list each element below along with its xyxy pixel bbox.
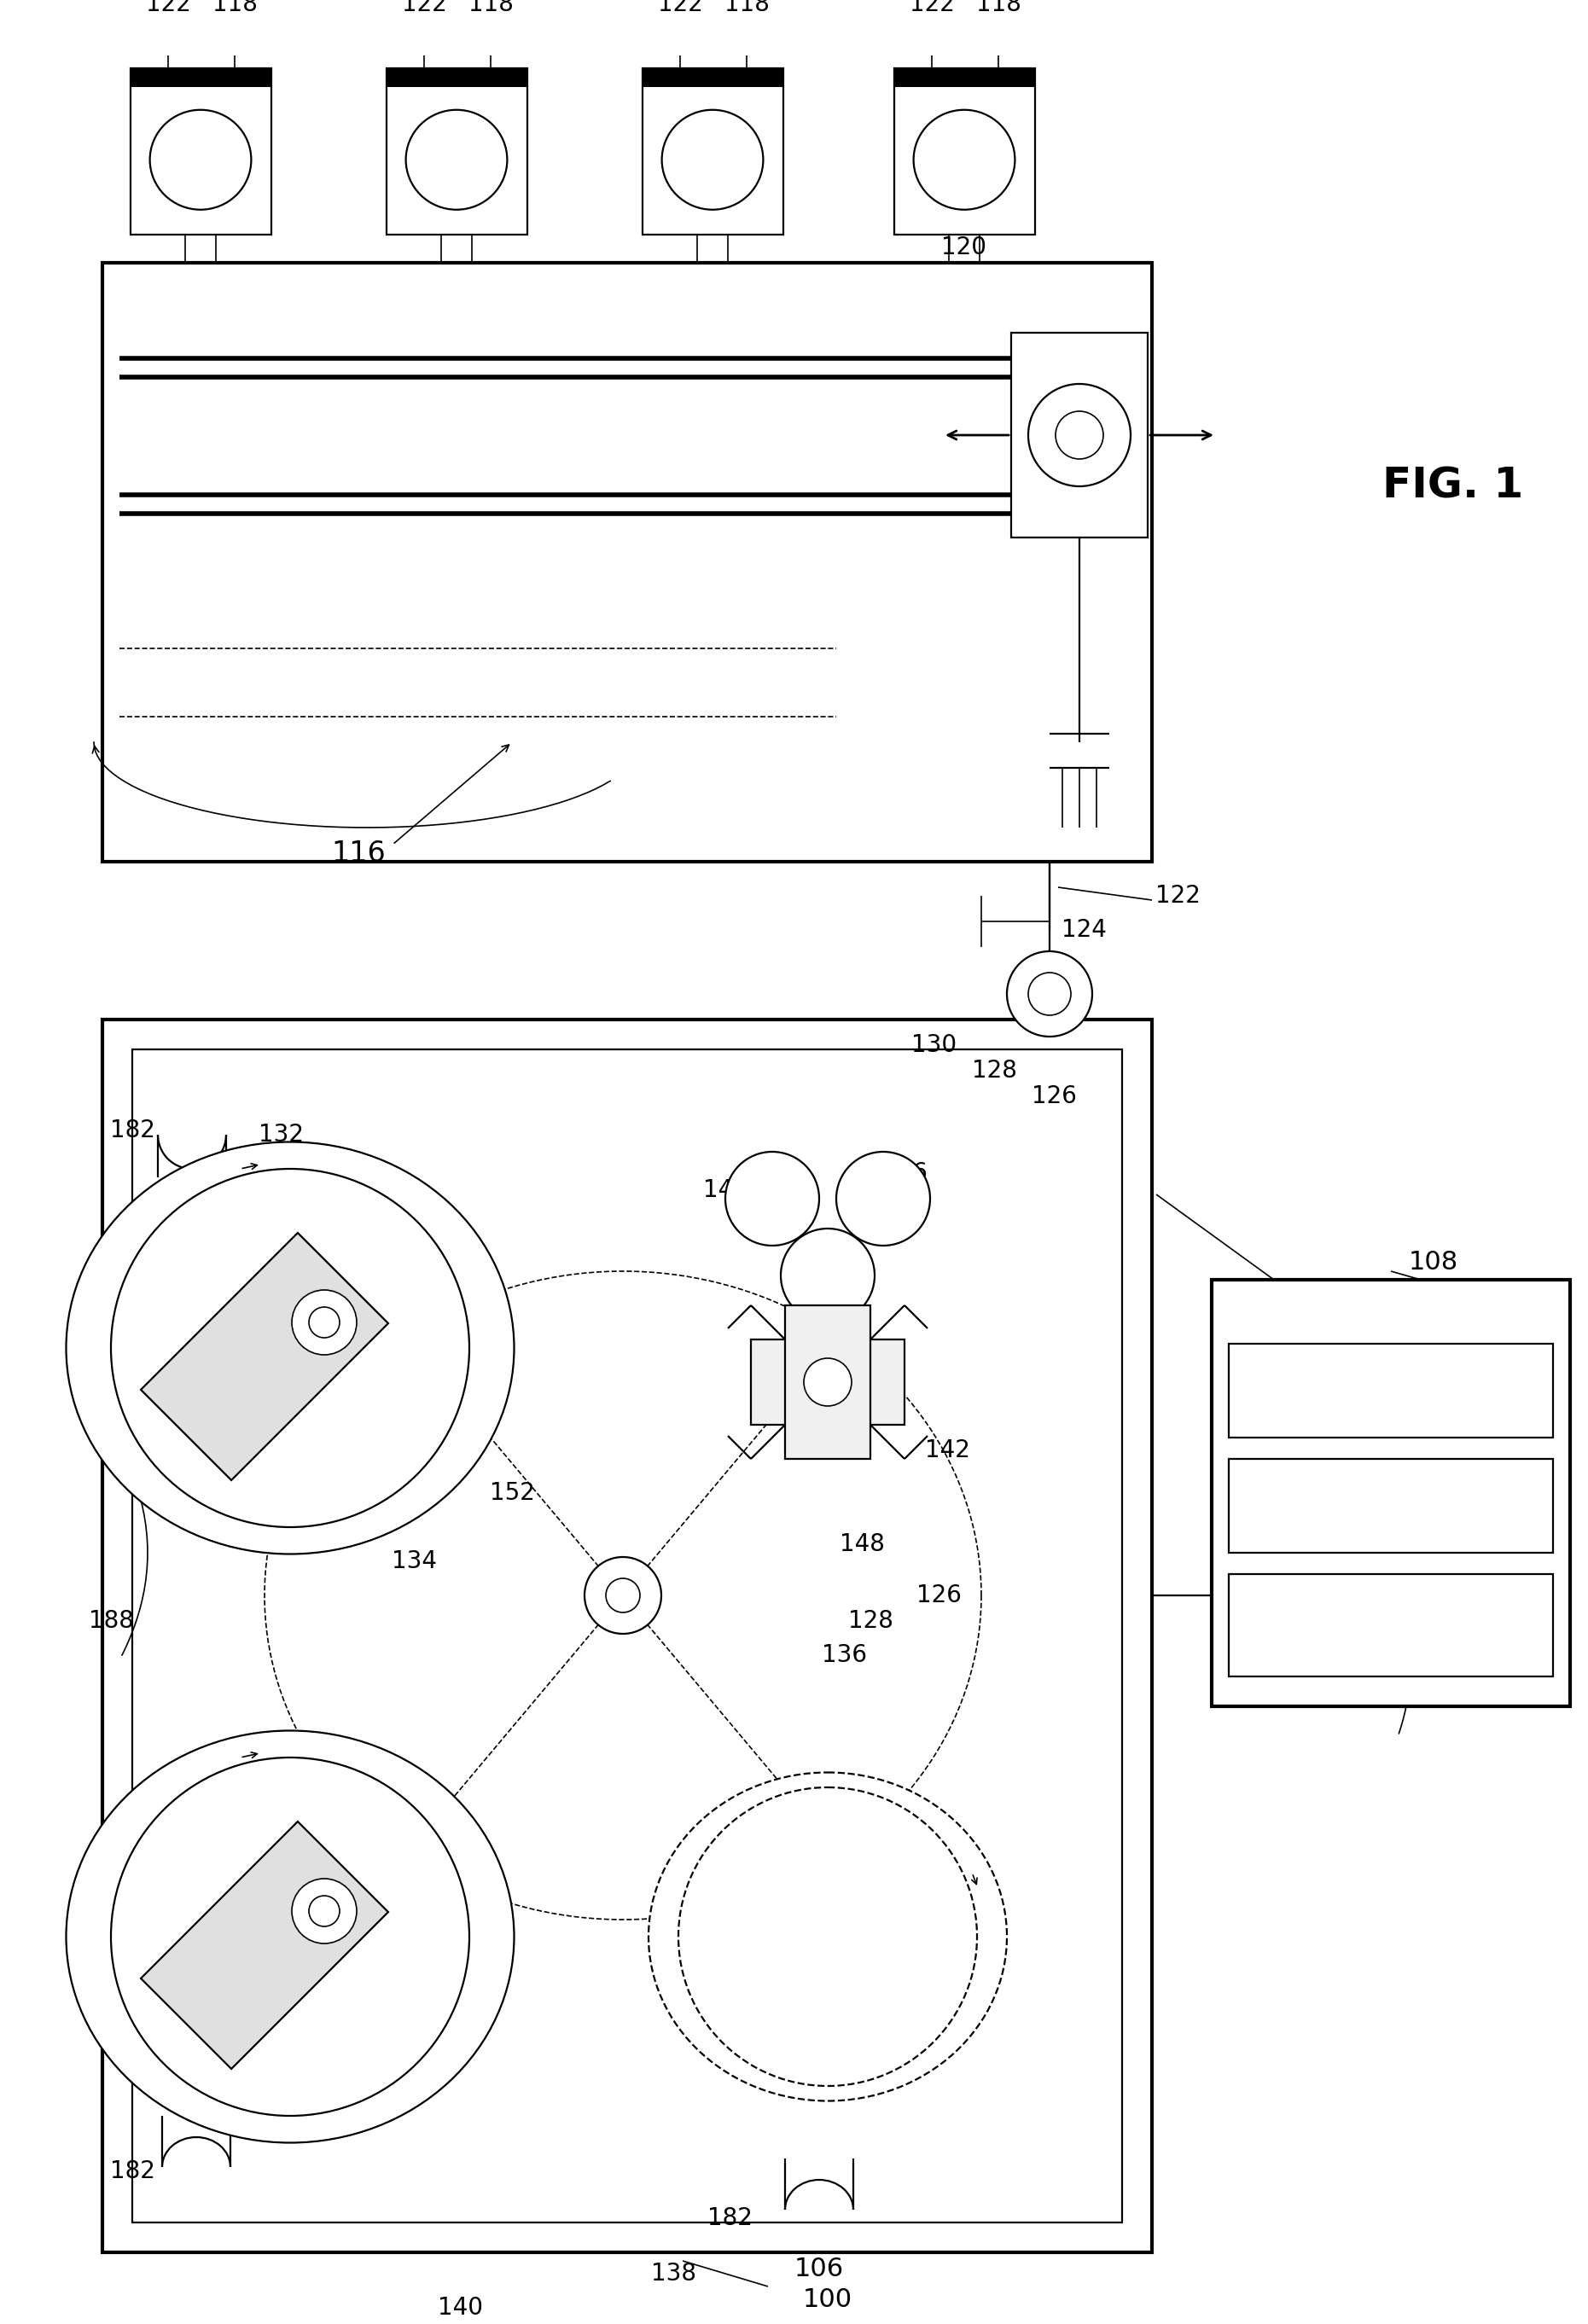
Text: 182: 182 <box>110 1118 154 1143</box>
Circle shape <box>1029 974 1070 1016</box>
Bar <box>1012 332 1148 537</box>
Circle shape <box>1007 951 1093 1037</box>
Ellipse shape <box>67 1141 515 1555</box>
Bar <box>751 1339 905 1425</box>
Bar <box>643 67 783 235</box>
Text: 100: 100 <box>804 2287 853 2312</box>
Bar <box>130 67 272 235</box>
Text: 146: 146 <box>881 1162 927 1185</box>
Bar <box>784 1306 870 1459</box>
Circle shape <box>837 1153 931 1246</box>
Text: 118: 118 <box>468 0 513 16</box>
Ellipse shape <box>662 109 764 209</box>
Text: 122: 122 <box>402 0 446 16</box>
Text: 116: 116 <box>332 839 386 867</box>
Text: 118: 118 <box>724 0 769 16</box>
Circle shape <box>310 1306 340 1339</box>
Text: SUPPORT
CIRCUITS: SUPPORT CIRCUITS <box>1342 1604 1440 1648</box>
Bar <box>894 67 1035 235</box>
Text: 102: 102 <box>1391 1583 1442 1608</box>
Bar <box>1229 1573 1553 1676</box>
Bar <box>1229 1459 1553 1552</box>
Text: 140: 140 <box>438 2296 483 2319</box>
Text: 132: 132 <box>259 1122 305 1146</box>
Text: 142: 142 <box>924 1439 970 1462</box>
Circle shape <box>678 1787 977 2087</box>
Circle shape <box>1056 411 1104 460</box>
Bar <box>1229 1343 1553 1439</box>
Ellipse shape <box>149 109 251 209</box>
Text: 126: 126 <box>1031 1085 1077 1109</box>
Text: 110: 110 <box>1428 1336 1474 1360</box>
Text: FIG. 1: FIG. 1 <box>1382 465 1523 507</box>
Text: 124: 124 <box>1061 918 1107 941</box>
Text: 126: 126 <box>916 1583 961 1608</box>
Text: 148: 148 <box>840 1532 885 1557</box>
Text: 118: 118 <box>975 0 1021 16</box>
Text: 122: 122 <box>910 0 954 16</box>
Bar <box>130 67 272 86</box>
Text: 188: 188 <box>89 1608 133 1634</box>
Circle shape <box>292 1290 357 1355</box>
Bar <box>386 67 527 235</box>
Text: MEMORY: MEMORY <box>1342 1494 1440 1518</box>
Text: 134: 134 <box>391 1550 437 1573</box>
Text: 114: 114 <box>1428 1464 1474 1487</box>
Text: 118: 118 <box>213 0 257 16</box>
Text: 144: 144 <box>703 1178 748 1202</box>
Bar <box>1212 1281 1571 1706</box>
Text: 106: 106 <box>794 2257 843 2282</box>
Circle shape <box>111 1757 470 2115</box>
Polygon shape <box>141 1232 387 1480</box>
Text: 128: 128 <box>972 1060 1016 1083</box>
Text: 136: 136 <box>823 1643 867 1666</box>
Text: 108: 108 <box>1409 1250 1458 1276</box>
Text: 138: 138 <box>651 2261 697 2284</box>
Circle shape <box>781 1229 875 1322</box>
Circle shape <box>111 1169 470 1527</box>
Text: 122: 122 <box>1154 883 1201 909</box>
Circle shape <box>584 1557 661 1634</box>
Bar <box>894 67 1035 86</box>
Ellipse shape <box>648 1773 1007 2101</box>
Circle shape <box>292 1878 357 1943</box>
Text: 152: 152 <box>489 1480 535 1506</box>
Text: 122: 122 <box>146 0 191 16</box>
Polygon shape <box>141 1822 387 2068</box>
Text: 128: 128 <box>848 1608 892 1634</box>
Text: 182: 182 <box>707 2205 753 2231</box>
Text: 112: 112 <box>1428 1399 1474 1425</box>
Circle shape <box>1029 383 1131 486</box>
Bar <box>386 67 527 86</box>
Text: 120: 120 <box>942 235 986 260</box>
Text: 152: 152 <box>173 1985 219 2008</box>
Bar <box>102 1020 1151 2252</box>
Text: 122: 122 <box>657 0 702 16</box>
Text: 130: 130 <box>148 1838 194 1864</box>
Text: 150: 150 <box>160 1346 206 1369</box>
Ellipse shape <box>67 1731 515 2143</box>
Circle shape <box>804 1357 851 1406</box>
Bar <box>102 263 1151 862</box>
Bar <box>643 67 783 86</box>
Bar <box>132 1050 1123 2222</box>
Ellipse shape <box>913 109 1015 209</box>
Circle shape <box>726 1153 819 1246</box>
Text: 104: 104 <box>1350 1292 1399 1318</box>
Text: CONTROLLER: CONTROLLER <box>1307 1306 1475 1329</box>
Circle shape <box>607 1578 640 1613</box>
Ellipse shape <box>407 109 507 209</box>
Text: CPU: CPU <box>1367 1380 1413 1401</box>
Text: 130: 130 <box>912 1034 958 1057</box>
Text: 150: 150 <box>160 1920 206 1945</box>
Circle shape <box>310 1896 340 1927</box>
Text: 182: 182 <box>110 2159 154 2182</box>
